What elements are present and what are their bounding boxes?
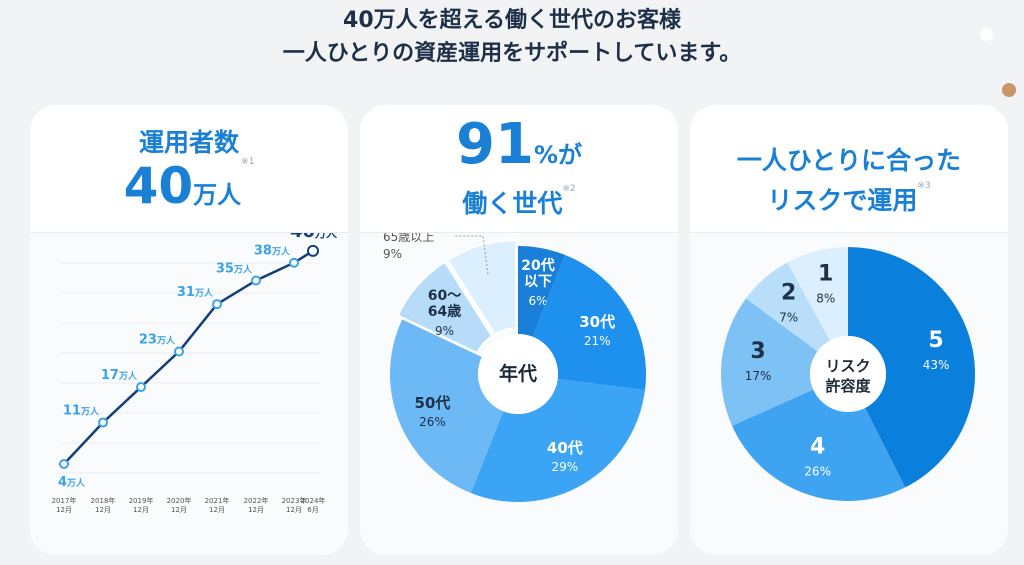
data-label: 35万人 <box>216 261 253 276</box>
users-count: 40 <box>123 157 194 215</box>
x-tick-label: 2022年 <box>244 496 269 505</box>
pie-slice <box>470 379 645 502</box>
pie-slice <box>787 247 848 341</box>
footnote: ※1 <box>241 157 255 167</box>
decor-dot-brown <box>1002 83 1016 97</box>
data-point <box>307 244 319 257</box>
pie-slice <box>396 260 494 355</box>
x-tick-label: 2021年 <box>205 496 230 505</box>
headline-line1: 40万人を超える働く世代のお客様 <box>343 8 681 33</box>
data-label: 38万人 <box>254 244 291 259</box>
risk-title-line2: リスクで運用 <box>767 186 918 215</box>
slice-pct: 43% <box>923 358 950 372</box>
slice-label: 50代 <box>415 394 451 412</box>
card-age: 91%が 働く世代※2 6% 30代 21% 40代 29% 50代 26% 9% 65歳以上 9… <box>360 105 678 555</box>
slice-label: 3 <box>750 339 765 364</box>
age-pie-chart: 6% 30代 21% 40代 29% 50代 26% 9% 65歳以上 9% 年代 <box>383 233 646 502</box>
pie-slice <box>446 239 518 336</box>
slice-pct: 26% <box>419 415 446 429</box>
working-pct-unit: %が <box>533 141 582 169</box>
slice-pct: 8% <box>816 291 835 305</box>
data-point <box>289 257 299 268</box>
data-point <box>98 417 108 428</box>
risk-title-line1: 一人ひとりに合った <box>736 146 962 175</box>
x-tick-label: 2020年 <box>167 496 192 505</box>
slice-pct: 7% <box>779 311 798 325</box>
pie-center-label: 許容度 <box>825 377 871 395</box>
headline-line2: 一人ひとりの資産運用をサポートしています。 <box>282 41 742 66</box>
pie-center-label: 年代 <box>499 362 537 385</box>
slice-label: 4 <box>810 434 825 459</box>
pie-center <box>478 334 558 414</box>
x-tick-label: 12月 <box>248 506 264 514</box>
slice-label: 65歳以上 <box>383 233 434 244</box>
slice-pct: 29% <box>551 460 578 474</box>
slice-label: 1 <box>818 261 833 286</box>
footnote: ※2 <box>562 184 576 194</box>
data-point <box>174 346 184 357</box>
x-tick-label: 2018年 <box>91 496 116 505</box>
x-tick-label: 12月 <box>286 506 302 514</box>
slice-pct: 17% <box>745 369 772 383</box>
data-point <box>251 275 261 286</box>
data-label: 31万人 <box>177 285 214 300</box>
slice-label: 5 <box>928 328 943 353</box>
slice-pct: 9% <box>435 324 454 338</box>
x-tick-label: 12月 <box>171 506 187 514</box>
slice-pct: 9% <box>383 247 402 261</box>
pie-slice <box>532 254 646 391</box>
card-title: 運用者数 <box>138 128 239 157</box>
slice-label: 40代 <box>547 439 583 457</box>
data-point <box>212 299 222 310</box>
card-risk: 一人ひとりに合った リスクで運用※3 5 43% 4 26% 3 17% 2 7% 1 8% リスク… <box>690 105 1008 555</box>
pie-slice <box>848 247 975 488</box>
data-label: 17万人 <box>101 368 138 383</box>
x-tick-label: 12月 <box>56 506 72 514</box>
slice-label: 60〜64歳 <box>427 288 462 321</box>
pie-center <box>810 336 886 412</box>
x-tick-label: 2017年 <box>52 496 77 505</box>
working-pct: 91 <box>456 112 534 177</box>
slice-label: 30代 <box>579 313 615 331</box>
data-label: 23万人 <box>139 333 176 348</box>
data-label: 4万人 <box>58 475 86 490</box>
users-unit: 万人 <box>193 181 242 209</box>
working-label: 働く世代 <box>462 189 563 218</box>
pie-slice <box>745 262 830 352</box>
slice-pct: 21% <box>584 334 611 348</box>
pie-slice <box>732 389 906 501</box>
data-point <box>59 459 69 469</box>
series-line <box>63 249 314 465</box>
x-tick-label: 12月 <box>209 506 225 514</box>
pie-center-label: リスク <box>825 357 870 375</box>
x-tick-label: 2024年 <box>301 496 326 505</box>
card-users: 運用者数 40万人※1 4万人 2017年 12月 11万人 2018年 12月 17万人 2… <box>30 105 348 555</box>
pie-slice <box>518 246 566 337</box>
x-tick-label: 12月 <box>95 506 111 514</box>
footnote: ※3 <box>917 181 931 191</box>
leader-line <box>453 235 489 275</box>
x-tick-label: 6月 <box>307 506 318 514</box>
decor-dot-white <box>980 28 993 41</box>
headline: 40万人を超える働く世代のお客様 一人ひとりの資産運用をサポートしています。 <box>0 4 1024 70</box>
slice-label: 20代以下 <box>521 258 555 290</box>
pie-slice <box>390 319 504 494</box>
users-line-chart: 4万人2017年12月11万人2018年12月17万人2019年12月23万人2… <box>52 233 338 514</box>
x-tick-label: 12月 <box>133 506 149 514</box>
data-label: 40万人 <box>290 233 338 242</box>
data-label: 11万人 <box>63 404 100 419</box>
slice-pct: 6% <box>528 294 547 308</box>
x-tick-label: 2023年 <box>282 496 307 505</box>
data-point <box>136 382 146 393</box>
slice-label: 2 <box>781 281 796 306</box>
x-tick-label: 2019年 <box>129 496 154 505</box>
slice-pct: 26% <box>804 464 831 478</box>
pie-slice <box>721 298 818 426</box>
